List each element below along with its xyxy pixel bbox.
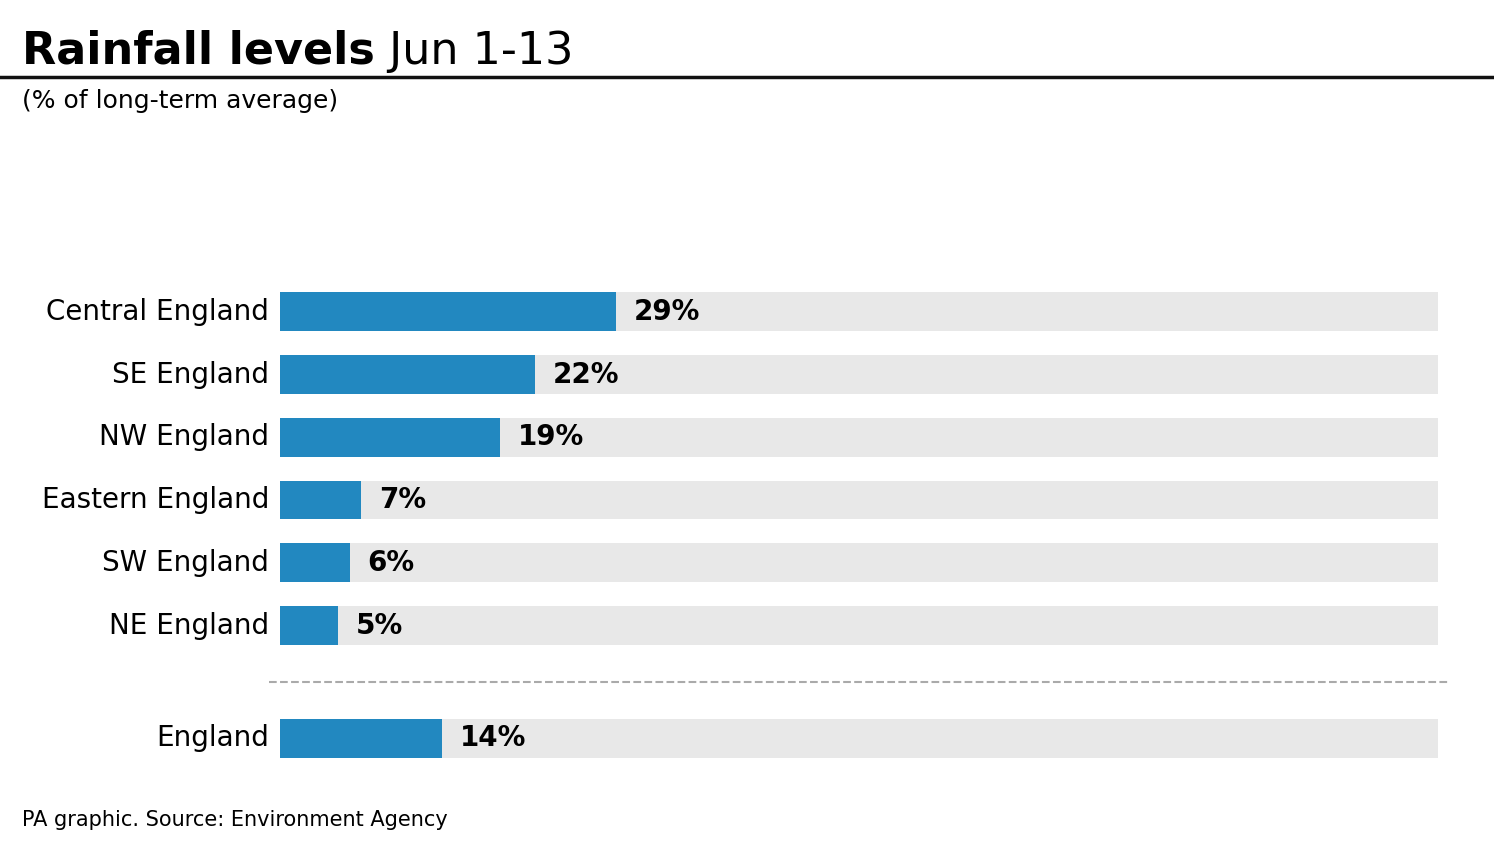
Text: 19%: 19%: [518, 424, 584, 451]
Text: NW England: NW England: [99, 424, 269, 451]
Text: SE England: SE England: [112, 361, 269, 389]
Bar: [281, 418, 1437, 457]
Text: 14%: 14%: [460, 724, 526, 752]
Bar: [281, 480, 362, 519]
Text: Rainfall levels: Rainfall levels: [22, 30, 375, 73]
Text: (% of long-term average): (% of long-term average): [22, 89, 339, 113]
Text: NE England: NE England: [109, 612, 269, 639]
Bar: [281, 543, 1437, 582]
Bar: [281, 418, 500, 457]
Text: 7%: 7%: [379, 486, 426, 514]
Bar: [281, 719, 442, 758]
Bar: [281, 543, 350, 582]
Text: England: England: [155, 724, 269, 752]
Text: 5%: 5%: [356, 612, 403, 639]
Text: Eastern England: Eastern England: [42, 486, 269, 514]
Bar: [281, 480, 1437, 519]
Bar: [281, 355, 535, 394]
Text: Central England: Central England: [46, 298, 269, 326]
Bar: [281, 606, 1437, 645]
Text: 22%: 22%: [553, 361, 619, 389]
Text: 29%: 29%: [633, 298, 699, 326]
Bar: [281, 292, 1437, 331]
Bar: [281, 719, 1437, 758]
Bar: [281, 355, 1437, 394]
Text: SW England: SW England: [102, 549, 269, 577]
Text: PA graphic. Source: Environment Agency: PA graphic. Source: Environment Agency: [22, 810, 448, 830]
Bar: [281, 606, 338, 645]
Text: 6%: 6%: [368, 549, 414, 577]
Bar: [281, 292, 616, 331]
Text: Jun 1-13: Jun 1-13: [375, 30, 574, 73]
